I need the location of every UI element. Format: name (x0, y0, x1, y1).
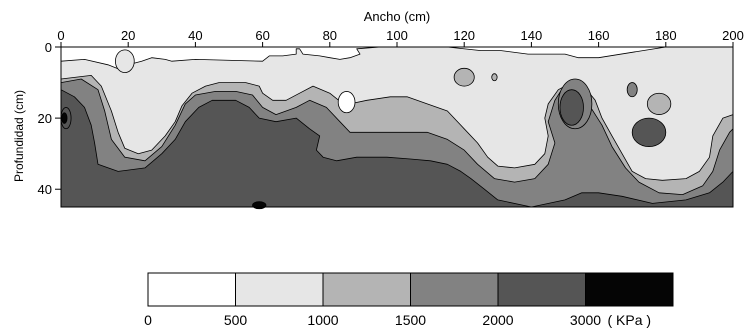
x-tick-label: 140 (521, 28, 543, 43)
x-tick-label: 40 (188, 28, 202, 43)
x-tick-label: 100 (386, 28, 408, 43)
colorbar-swatch (235, 272, 324, 307)
colorbar-tick-label: 500 (224, 312, 248, 328)
y-tick-label: 40 (38, 182, 52, 197)
x-tick-label: 200 (722, 28, 744, 43)
colorbar: 0 500 1000 1500 2000 3000 ( KPa ) (144, 272, 674, 328)
colorbar-swatch (322, 272, 411, 307)
y-tick-label: 20 (38, 111, 52, 126)
contour-island-0 (115, 49, 135, 74)
y-axis-ticks: 0 20 40 (38, 40, 61, 197)
contour-band-2000-3000 (60, 89, 734, 208)
contour-island-1 (337, 91, 356, 114)
x-tick-label: 80 (323, 28, 337, 43)
colorbar-swatch (585, 272, 674, 307)
y-tick-label: 0 (45, 40, 52, 55)
colorbar-unit-label: ( KPa ) (608, 312, 652, 328)
colorbar-tick-label: 3000 (570, 312, 601, 328)
contour-island-8 (631, 117, 667, 147)
contour-island-6 (559, 89, 584, 126)
x-tick-label: 160 (588, 28, 610, 43)
contour-bands (60, 46, 734, 208)
x-tick-label: 120 (453, 28, 475, 43)
colorbar-tick-label: 0 (144, 312, 152, 328)
colorbar-tick-label: 2000 (482, 312, 513, 328)
contour-island-4 (646, 92, 672, 115)
x-tick-label: 60 (255, 28, 269, 43)
contour-island-11 (252, 201, 267, 210)
y-axis-title: Profundidad (cm) (12, 90, 26, 182)
colorbar-tick-label: 1000 (307, 312, 338, 328)
x-tick-label: 20 (121, 28, 135, 43)
x-axis-ticks: 0 20 40 60 80 100 120 140 160 180 200 (57, 28, 744, 47)
x-axis-title: Ancho (cm) (364, 9, 430, 24)
contour-plot-area (60, 46, 734, 210)
contour-island-10 (61, 112, 68, 124)
contour-island-7 (626, 82, 638, 98)
colorbar-swatch (147, 272, 236, 307)
contour-island-3 (491, 73, 498, 82)
colorbar-tick-label: 1500 (395, 312, 426, 328)
colorbar-swatch (497, 272, 586, 307)
x-tick-label: 0 (57, 28, 64, 43)
x-tick-label: 180 (655, 28, 677, 43)
contour-islands (60, 49, 672, 210)
colorbar-swatch (410, 272, 499, 307)
contour-island-2 (453, 67, 475, 87)
